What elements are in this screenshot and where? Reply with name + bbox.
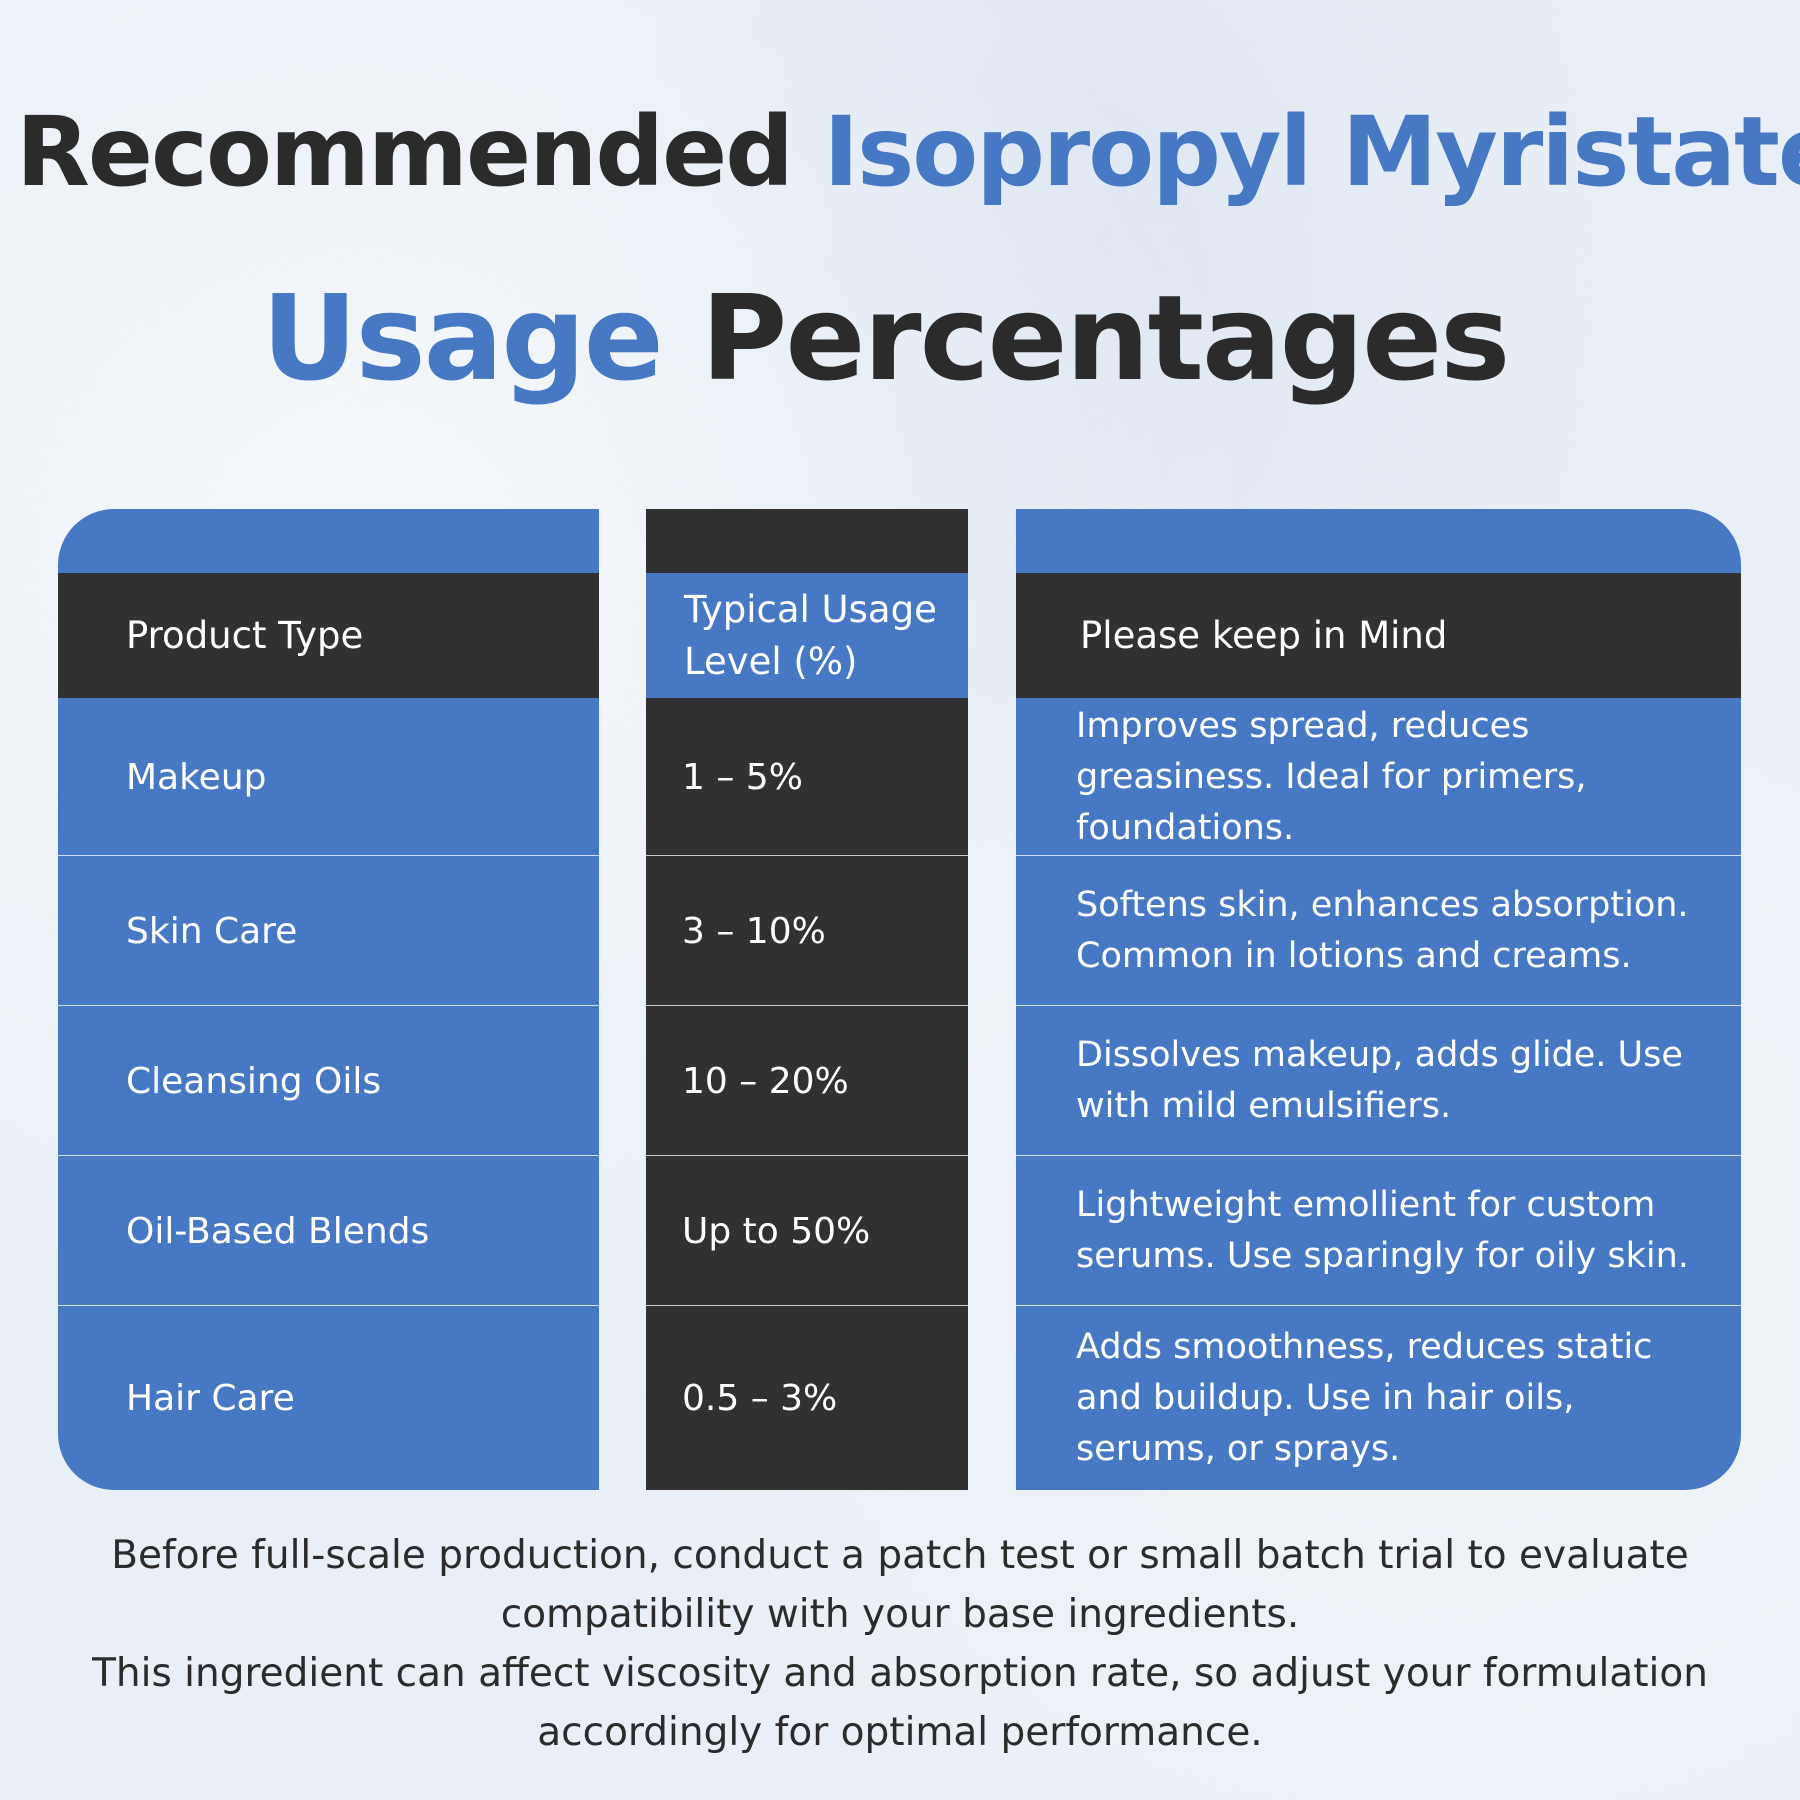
title-percentages: Percentages bbox=[700, 269, 1510, 407]
product-type-cell: Hair Care bbox=[126, 1377, 295, 1419]
page-title-line-2: Usage Percentages bbox=[0, 268, 1800, 408]
product-type-cell: Makeup bbox=[126, 756, 267, 798]
product-type-cell: Cleansing Oils bbox=[126, 1060, 382, 1102]
notes-cell: Lightweight emollient for custom serums.… bbox=[1076, 1185, 1689, 1276]
notes-cell: Improves spread, reduces greasiness. Ide… bbox=[1076, 705, 1587, 848]
row-divider bbox=[58, 1305, 599, 1306]
row-divider bbox=[646, 1305, 968, 1306]
usage-level-header: Typical Usage Level (%) bbox=[646, 573, 968, 698]
usage-level-column: Typical Usage Level (%) 1 – 5% 3 – 10% 1… bbox=[646, 509, 968, 1490]
row-divider bbox=[1016, 1305, 1741, 1306]
notes-header: Please keep in Mind bbox=[1016, 573, 1741, 698]
usage-level-cell: Up to 50% bbox=[682, 1210, 871, 1252]
row-divider bbox=[646, 1005, 968, 1006]
usage-level-cell: 3 – 10% bbox=[682, 910, 826, 952]
usage-level-cell: 1 – 5% bbox=[682, 756, 803, 798]
row-divider bbox=[1016, 1155, 1741, 1156]
product-type-header: Product Type bbox=[58, 573, 599, 698]
footer-patch-test-note: Before full-scale production, conduct a … bbox=[111, 1533, 1689, 1637]
footer-viscosity-note: This ingredient can affect viscosity and… bbox=[92, 1651, 1708, 1755]
row-divider bbox=[58, 1155, 599, 1156]
row-divider bbox=[58, 855, 599, 856]
usage-level-cell: 0.5 – 3% bbox=[682, 1377, 838, 1419]
notes-cell: Softens skin, enhances absorption. Commo… bbox=[1076, 885, 1689, 976]
title-recommended: Recommended bbox=[16, 96, 794, 208]
title-usage: Usage bbox=[261, 269, 664, 407]
row-divider bbox=[646, 1155, 968, 1156]
row-divider bbox=[58, 1005, 599, 1006]
product-type-column: Product Type Makeup Skin Care Cleansing … bbox=[58, 509, 599, 1490]
notes-column: Please keep in Mind Improves spread, red… bbox=[1016, 509, 1741, 1490]
row-divider bbox=[646, 855, 968, 856]
notes-cell: Adds smoothness, reduces static and buil… bbox=[1076, 1326, 1653, 1469]
row-divider bbox=[1016, 855, 1741, 856]
product-type-cell: Oil-Based Blends bbox=[126, 1210, 430, 1252]
title-ingredient-name: Isopropyl Myristate bbox=[823, 96, 1800, 208]
row-divider bbox=[1016, 1005, 1741, 1006]
usage-level-cell: 10 – 20% bbox=[682, 1060, 849, 1102]
product-type-cell: Skin Care bbox=[126, 910, 298, 952]
notes-cell: Dissolves makeup, adds glide. Use with m… bbox=[1076, 1035, 1683, 1126]
page-title-line-1: Recommended Isopropyl Myristate bbox=[0, 92, 1800, 212]
